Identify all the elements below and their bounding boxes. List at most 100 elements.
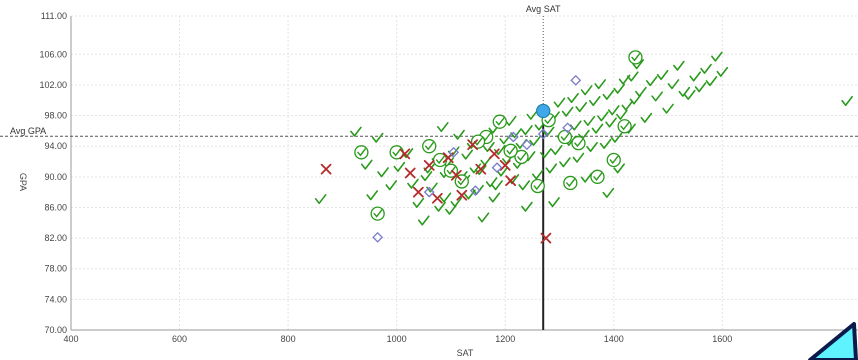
y-tick-label: 102.00 — [39, 80, 67, 90]
check-marker — [483, 141, 495, 153]
check-marker — [602, 187, 615, 198]
check-marker — [559, 157, 571, 168]
check-marker — [436, 122, 449, 133]
circle-check-marker — [571, 135, 586, 151]
check-marker — [531, 169, 544, 180]
check-marker — [662, 103, 674, 114]
y-tick-label: 111.00 — [41, 11, 67, 21]
check-marker — [488, 192, 501, 203]
y-tick-label: 82.00 — [44, 233, 67, 243]
check-marker — [626, 71, 639, 82]
circle-check-marker — [557, 129, 573, 145]
check-marker — [567, 92, 579, 104]
x-marker — [450, 169, 462, 181]
x-tick-label: 1400 — [604, 334, 624, 344]
check-marker — [461, 149, 474, 160]
x-marker — [423, 159, 435, 171]
circle-check-marker — [590, 169, 605, 184]
diamond-marker — [491, 162, 503, 174]
check-marker — [526, 109, 539, 120]
check-marker — [445, 204, 457, 215]
x-tick-label: 1600 — [712, 334, 732, 344]
circle-check-marker — [503, 143, 518, 158]
check-marker — [548, 197, 560, 208]
x-marker — [399, 148, 411, 160]
check-marker — [711, 51, 723, 62]
check-marker — [439, 192, 452, 203]
check-marker — [417, 215, 430, 226]
circle-check-marker — [432, 152, 448, 168]
x-marker — [456, 189, 468, 201]
check-marker — [694, 82, 707, 93]
circle-check-marker — [422, 139, 437, 154]
diamond-marker — [537, 128, 549, 140]
check-marker — [366, 190, 379, 201]
y-tick-label: 90.00 — [44, 172, 67, 182]
x-tick-label: 400 — [63, 334, 78, 344]
check-marker — [412, 197, 425, 208]
check-marker — [673, 60, 685, 71]
check-marker — [518, 180, 531, 191]
circle-check-marker — [563, 175, 578, 191]
circle-check-marker — [617, 119, 632, 134]
check-marker — [580, 85, 593, 96]
y-axis-title: GPA — [18, 173, 28, 191]
check-marker — [371, 132, 384, 143]
check-marker — [651, 91, 663, 102]
check-marker — [705, 76, 718, 87]
check-marker — [485, 177, 498, 188]
check-marker — [393, 161, 406, 172]
circle-check-marker — [514, 149, 529, 165]
check-marker — [361, 159, 373, 170]
check-marker — [621, 100, 634, 111]
check-marker — [667, 79, 680, 90]
check-marker — [594, 79, 606, 90]
diamond-marker — [469, 185, 481, 197]
check-marker — [580, 172, 593, 183]
y-tick-label: 70.00 — [44, 325, 67, 335]
avg-gpa-label: Avg GPA — [10, 126, 46, 136]
check-marker — [599, 138, 612, 149]
circle-check-marker — [492, 114, 507, 129]
circle-check-marker — [530, 178, 545, 194]
diamond-marker — [570, 74, 582, 86]
check-marker — [635, 86, 647, 97]
check-marker — [588, 95, 601, 107]
x-marker — [540, 232, 552, 244]
check-marker — [629, 94, 642, 105]
check-marker — [632, 59, 644, 70]
check-marker — [575, 102, 587, 113]
check-marker — [450, 197, 463, 208]
check-marker — [453, 129, 465, 140]
check-marker — [521, 125, 533, 136]
check-marker — [434, 201, 446, 212]
y-tick-label: 98.00 — [44, 111, 67, 121]
highlight-dot-marker — [536, 103, 551, 118]
x-axis-title: SAT — [457, 348, 474, 358]
check-marker — [597, 111, 609, 122]
y-tick-label: 78.00 — [44, 264, 67, 274]
diamond-marker — [521, 139, 533, 151]
check-marker — [420, 171, 433, 182]
check-marker — [678, 86, 691, 97]
check-marker — [314, 194, 327, 205]
check-marker — [586, 141, 598, 153]
check-marker — [521, 201, 533, 212]
check-marker — [477, 212, 490, 223]
check-marker — [645, 76, 658, 87]
check-marker — [572, 152, 585, 163]
check-marker — [613, 83, 625, 94]
diamond-marker — [372, 231, 384, 243]
check-marker — [700, 63, 712, 74]
check-marker — [607, 105, 620, 116]
check-marker — [613, 163, 625, 174]
check-marker — [350, 126, 362, 137]
check-marker — [550, 144, 563, 156]
check-marker — [583, 115, 596, 126]
check-marker — [640, 112, 653, 123]
circle-check-marker — [370, 206, 385, 221]
diamond-marker — [423, 186, 435, 198]
check-marker — [474, 164, 487, 176]
x-marker — [467, 139, 479, 151]
